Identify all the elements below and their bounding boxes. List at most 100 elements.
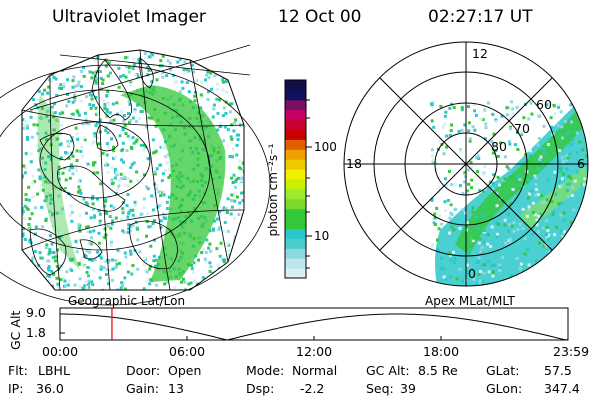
image-pixel bbox=[455, 277, 459, 281]
image-pixel bbox=[113, 176, 117, 180]
image-pixel bbox=[135, 138, 139, 142]
image-pixel bbox=[75, 169, 78, 173]
image-pixel bbox=[103, 99, 106, 103]
image-pixel bbox=[109, 119, 113, 123]
image-pixel bbox=[110, 240, 113, 244]
image-pixel bbox=[527, 208, 531, 211]
image-pixel bbox=[53, 154, 56, 158]
image-pixel bbox=[106, 74, 110, 78]
image-pixel bbox=[529, 149, 532, 153]
image-pixel bbox=[52, 187, 56, 191]
image-pixel bbox=[495, 191, 499, 195]
image-pixel bbox=[60, 87, 64, 90]
image-pixel bbox=[232, 129, 236, 133]
image-pixel bbox=[58, 112, 62, 116]
image-pixel bbox=[31, 195, 35, 199]
image-pixel bbox=[129, 166, 133, 169]
image-pixel bbox=[209, 249, 213, 253]
image-pixel bbox=[508, 240, 512, 244]
image-pixel bbox=[209, 265, 213, 269]
image-pixel bbox=[150, 80, 154, 84]
instrument-title: Ultraviolet Imager bbox=[52, 7, 206, 27]
gc-alt-label: GC Alt: bbox=[366, 363, 410, 378]
image-pixel bbox=[432, 125, 436, 129]
image-pixel bbox=[176, 60, 180, 64]
image-pixel bbox=[212, 107, 216, 111]
image-pixel bbox=[126, 177, 130, 180]
colorbar-cell bbox=[285, 218, 306, 229]
image-pixel bbox=[478, 281, 482, 285]
image-pixel bbox=[167, 176, 171, 179]
image-pixel bbox=[229, 199, 233, 202]
image-pixel bbox=[120, 109, 124, 113]
image-pixel bbox=[147, 55, 151, 59]
image-pixel bbox=[153, 264, 157, 268]
image-pixel bbox=[442, 267, 446, 271]
image-pixel bbox=[537, 167, 541, 171]
image-pixel bbox=[215, 217, 219, 221]
image-pixel bbox=[233, 121, 237, 125]
image-pixel bbox=[569, 221, 573, 225]
image-pixel bbox=[103, 103, 107, 106]
image-pixel bbox=[531, 175, 534, 179]
mlat-label-70: 70 bbox=[514, 121, 530, 136]
image-pixel bbox=[125, 184, 129, 187]
image-pixel bbox=[476, 170, 480, 173]
image-pixel bbox=[479, 250, 483, 253]
image-pixel bbox=[571, 186, 575, 190]
image-pixel bbox=[242, 191, 244, 195]
image-pixel bbox=[240, 176, 244, 180]
image-pixel bbox=[39, 188, 43, 192]
image-pixel bbox=[228, 155, 232, 158]
image-pixel bbox=[492, 146, 496, 150]
image-pixel bbox=[150, 116, 154, 120]
image-pixel bbox=[67, 142, 71, 146]
image-pixel bbox=[448, 216, 452, 220]
image-pixel bbox=[131, 208, 135, 212]
image-pixel bbox=[453, 257, 457, 261]
image-pixel bbox=[28, 217, 32, 221]
image-pixel bbox=[124, 56, 128, 60]
image-pixel bbox=[235, 153, 239, 157]
image-pixel bbox=[43, 88, 47, 92]
image-pixel bbox=[145, 125, 149, 129]
image-pixel bbox=[204, 78, 207, 82]
image-pixel bbox=[203, 257, 207, 261]
image-pixel bbox=[185, 68, 189, 72]
image-pixel bbox=[549, 116, 553, 120]
image-pixel bbox=[482, 189, 486, 193]
image-pixel bbox=[192, 279, 196, 283]
image-pixel bbox=[92, 171, 96, 175]
image-pixel bbox=[111, 102, 115, 106]
image-pixel bbox=[83, 253, 87, 257]
image-pixel bbox=[78, 229, 82, 233]
image-pixel bbox=[461, 208, 465, 212]
image-pixel bbox=[473, 103, 477, 107]
image-pixel bbox=[566, 189, 569, 192]
seq-label: Seq: bbox=[366, 381, 394, 396]
image-pixel bbox=[29, 160, 33, 164]
image-pixel bbox=[46, 246, 50, 250]
image-pixel bbox=[546, 143, 550, 146]
image-pixel bbox=[457, 129, 461, 133]
image-pixel bbox=[36, 192, 40, 196]
image-pixel bbox=[53, 102, 57, 106]
image-pixel bbox=[561, 172, 565, 176]
image-pixel bbox=[578, 140, 582, 144]
image-pixel bbox=[435, 238, 439, 242]
image-pixel bbox=[88, 93, 92, 97]
image-pixel bbox=[56, 118, 60, 122]
image-pixel bbox=[536, 143, 540, 147]
image-pixel bbox=[519, 262, 523, 266]
image-pixel bbox=[162, 144, 166, 148]
image-pixel bbox=[569, 176, 573, 180]
image-pixel bbox=[104, 273, 108, 276]
image-pixel bbox=[135, 73, 139, 77]
image-pixel bbox=[99, 267, 103, 271]
image-pixel bbox=[68, 257, 72, 261]
image-pixel bbox=[132, 63, 136, 67]
image-pixel bbox=[122, 160, 125, 164]
image-pixel bbox=[190, 263, 193, 267]
image-pixel bbox=[537, 241, 541, 245]
image-pixel bbox=[529, 101, 533, 105]
